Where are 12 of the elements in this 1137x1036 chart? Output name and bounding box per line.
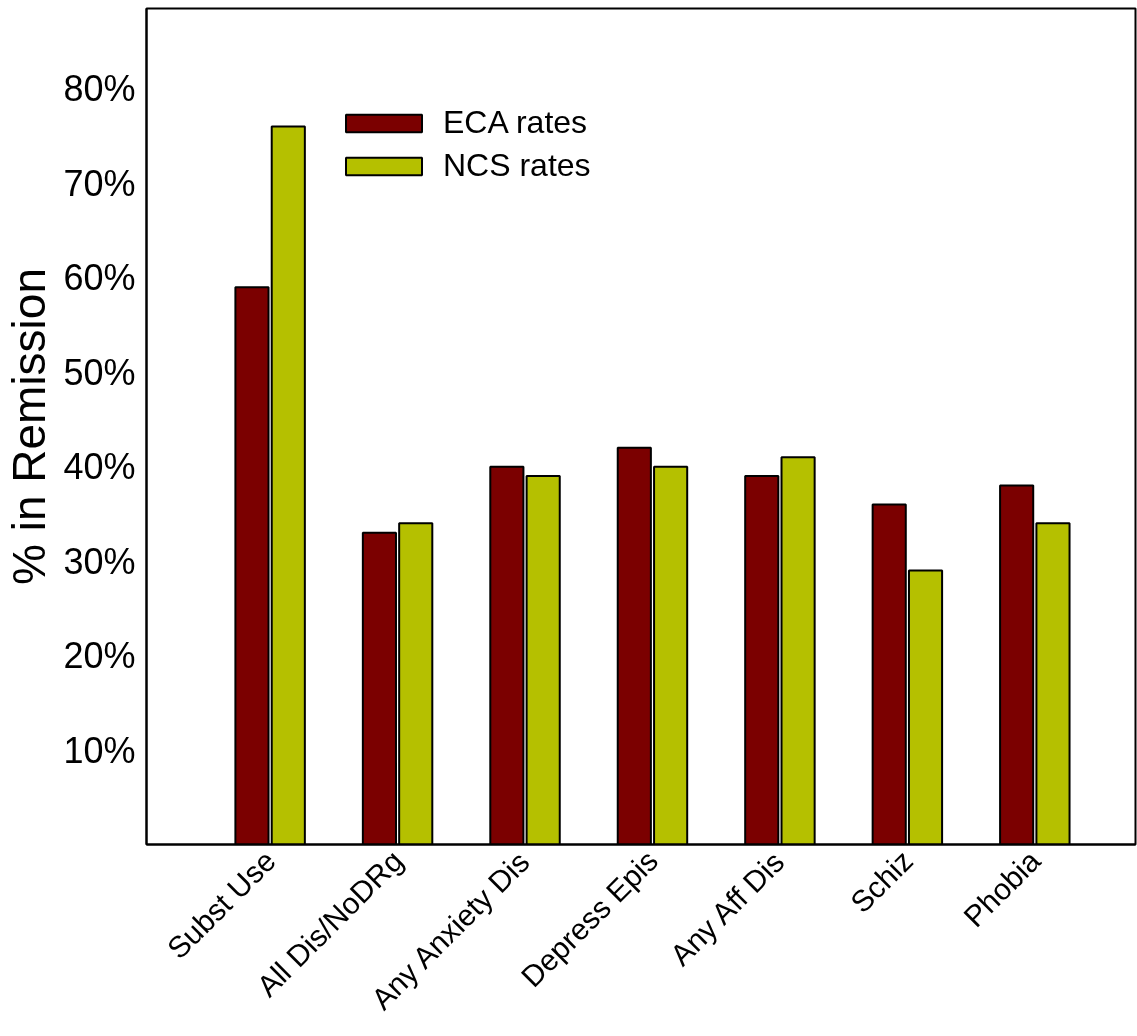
y-tick-label: 70% xyxy=(63,162,136,204)
x-tick-label: Any Aff Dis xyxy=(663,845,791,972)
y-tick-label: 20% xyxy=(63,635,136,677)
y-tick-label: 40% xyxy=(63,446,136,488)
y-tick-label: 80% xyxy=(63,68,136,110)
y-tick-label: 50% xyxy=(63,351,136,393)
y-tick-label: 30% xyxy=(63,540,136,582)
y-axis-title: % in Remission xyxy=(3,268,56,585)
y-tick-label: 60% xyxy=(63,257,136,299)
legend-label: ECA rates xyxy=(443,104,588,141)
legend-label: NCS rates xyxy=(443,147,591,184)
y-tick-label: 10% xyxy=(63,729,136,771)
